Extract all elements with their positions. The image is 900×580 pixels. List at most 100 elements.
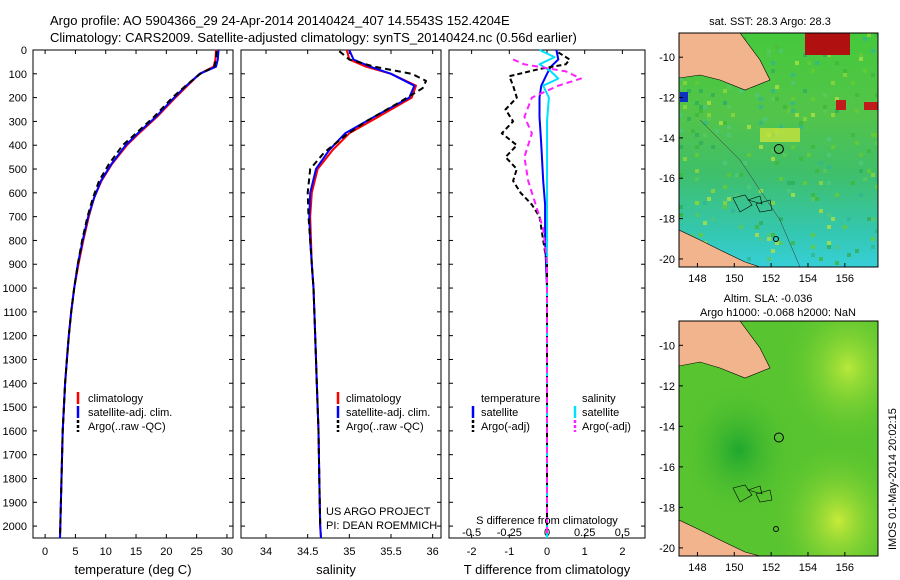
- sst-pixel: [723, 161, 727, 165]
- sst-pixel: [803, 117, 807, 121]
- sst-pixel: [687, 89, 691, 93]
- sst-warm-patch: [760, 128, 800, 142]
- pi-annotation: PI: DEAN ROEMMICH: [326, 520, 437, 532]
- sst-pixel: [819, 209, 823, 213]
- sst-pixel: [723, 201, 727, 205]
- sst-pixel: [787, 181, 791, 185]
- sst-pixel: [847, 253, 851, 257]
- sst-pixel: [767, 53, 771, 57]
- sst-pixel: [795, 113, 799, 117]
- salinity-panel: [240, 49, 442, 539]
- header-line1: Argo profile: AO 5904366_29 24-Apr-2014 …: [50, 13, 510, 28]
- sst-pixel: [867, 149, 871, 153]
- sst-pixel: [843, 225, 847, 229]
- sst-pixel: [875, 133, 878, 137]
- sst-pixel: [679, 145, 683, 149]
- map-x-tick-label: 156: [836, 273, 854, 285]
- series-line-s-satellite: [538, 49, 560, 538]
- sst-map: [679, 33, 878, 267]
- map-y-tick-label: -10: [659, 340, 675, 352]
- sst-pixel: [699, 89, 703, 93]
- sst-pixel: [791, 193, 795, 197]
- series-line-argo-raw-qc-: [59, 51, 218, 536]
- x-tick-label: 35: [343, 546, 355, 558]
- series-line-satellite-adj-clim-: [59, 49, 220, 539]
- sst-pixel: [795, 61, 799, 65]
- map-y-tick-label: -12: [659, 93, 675, 105]
- sst-pixel: [827, 245, 831, 249]
- imos-watermark: IMOS 01-May-2014 20:02:15: [887, 408, 899, 550]
- sst-pixel: [811, 233, 815, 237]
- sst-pixel: [727, 173, 731, 177]
- y-tick-label: 1300: [3, 354, 27, 366]
- map-x-tick-label: 156: [836, 562, 854, 574]
- sst-pixel: [827, 137, 831, 141]
- sst-pixel: [747, 125, 751, 129]
- sst-land-png: [679, 33, 771, 91]
- sla-map-frame: [678, 320, 879, 557]
- sst-pixel: [703, 221, 707, 225]
- x-top-tick-label: -0.5: [462, 527, 481, 539]
- salinity-xlabel: salinity: [316, 562, 356, 577]
- sst-pixel: [759, 121, 763, 125]
- x-top-tick-label: 0.5: [615, 527, 630, 539]
- sst-pixel: [871, 217, 875, 221]
- sst-pixel: [755, 93, 759, 97]
- sst-pixel: [759, 221, 763, 225]
- y-tick-label: 1100: [3, 307, 27, 319]
- sst-pixel: [787, 109, 791, 113]
- sst-pixel: [799, 157, 803, 161]
- map-x-tick-label: 150: [725, 562, 743, 574]
- map-y-tick-label: -14: [659, 421, 675, 433]
- sst-pixel: [851, 133, 855, 137]
- series-line-s-argo-adj-: [512, 58, 582, 536]
- sst-pixel: [695, 201, 699, 205]
- sst-pixel: [723, 185, 727, 189]
- sst-pixel: [759, 145, 763, 149]
- sst-pixel: [703, 121, 707, 125]
- y-tick-label: 100: [9, 69, 27, 81]
- sst-pixel: [771, 69, 775, 73]
- sst-pixel: [831, 145, 835, 149]
- sst-pixel: [875, 93, 878, 97]
- y-tick-label: 900: [9, 259, 27, 271]
- legend-label-s-satellite: satellite: [582, 407, 619, 419]
- y-tick-label: 1700: [3, 450, 27, 462]
- sst-pixel: [859, 193, 863, 197]
- sst-pixel: [767, 237, 771, 241]
- map-y-tick-label: -12: [659, 381, 675, 393]
- sst-pixel: [783, 105, 787, 109]
- sst-pixel: [707, 197, 711, 201]
- sst-pixel: [775, 241, 779, 245]
- y-tick-label: 400: [9, 140, 27, 152]
- sst-pixel: [871, 173, 875, 177]
- sst-pixel: [823, 93, 827, 97]
- difference-legend: temperature satellite Argo(-adj) salinit…: [471, 393, 631, 433]
- sst-pixel: [775, 85, 779, 89]
- sst-pixel: [695, 81, 699, 85]
- sst-pixel: [779, 177, 783, 181]
- sst-pixel: [791, 109, 795, 113]
- sst-pixel: [811, 193, 815, 197]
- sst-pixel: [863, 69, 867, 73]
- y-tick-label: 700: [9, 212, 27, 224]
- sst-pixel: [851, 181, 855, 185]
- sst-pixel: [747, 185, 751, 189]
- sst-pixel: [755, 233, 759, 237]
- sst-pixel: [791, 101, 795, 105]
- sst-pixel: [823, 105, 827, 109]
- sst-pixel: [679, 113, 683, 117]
- sst-pixel: [771, 249, 775, 253]
- sst-pixel: [827, 165, 831, 169]
- sst-pixel: [759, 105, 763, 109]
- sst-pixel: [815, 169, 819, 173]
- sst-pixel: [747, 153, 751, 157]
- sla-map: [679, 321, 878, 556]
- series-line-argo-raw-qc-: [306, 50, 427, 527]
- sst-pixel: [859, 153, 863, 157]
- x-tick-label: -1: [504, 546, 514, 558]
- sst-pixel: [767, 233, 771, 237]
- sst-pixel: [767, 257, 771, 261]
- sst-pixel: [855, 249, 859, 253]
- sla-secondary-location: [773, 526, 779, 532]
